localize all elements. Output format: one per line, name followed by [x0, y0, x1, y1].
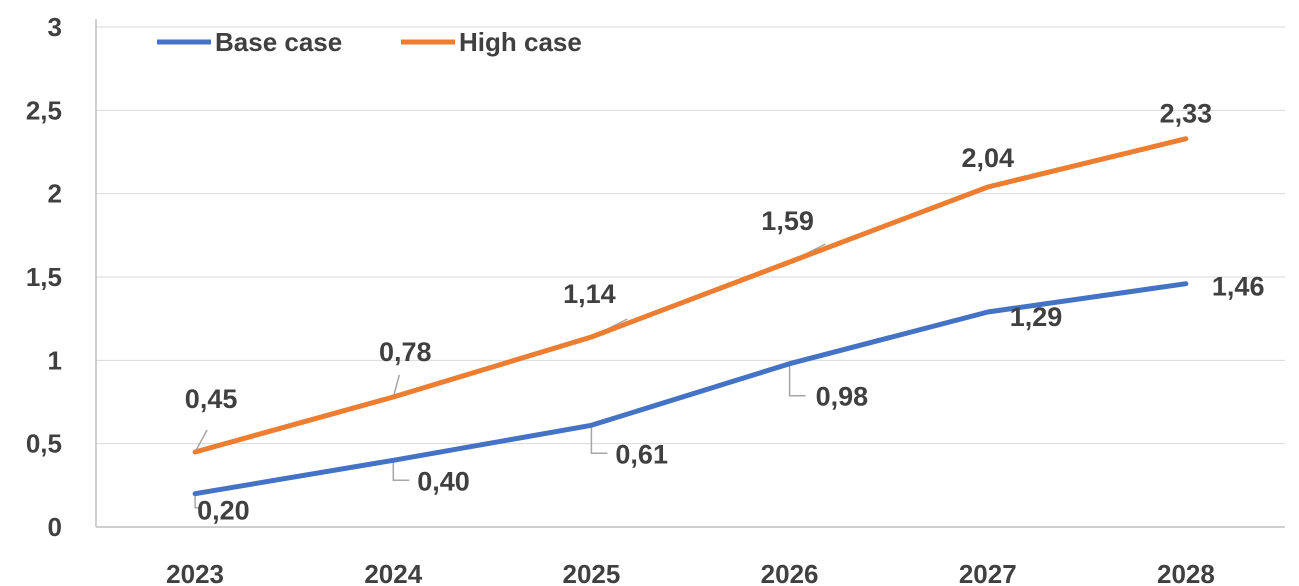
- data-label: 1,14: [563, 279, 616, 309]
- legend: Base case High case: [157, 27, 582, 57]
- data-label: 2,04: [961, 143, 1014, 173]
- legend-label: High case: [459, 27, 582, 57]
- series-line-high-case: [192, 136, 1189, 455]
- data-label: 2,33: [1160, 99, 1213, 129]
- label-leader: [590, 425, 608, 455]
- x-tick-label: 2028: [1157, 559, 1215, 586]
- x-tick-label: 2027: [959, 559, 1017, 586]
- data-labels: 0,20 0,40 0,61 0,98 1,29 1,46 0,45 0,78 1,14 1,59…: [185, 99, 1265, 526]
- data-label: 1,29: [1010, 302, 1063, 332]
- label-leader-lines: [194, 243, 826, 509]
- y-tick-label: 3: [48, 12, 62, 42]
- y-axis: 0 0,5 1 1,5 2 2,5 3: [26, 12, 97, 542]
- gridlines: [96, 26, 1285, 445]
- x-tick-label: 2026: [761, 559, 819, 586]
- x-tick-label: 2023: [166, 559, 224, 586]
- data-label: 1,46: [1212, 272, 1265, 302]
- y-tick-label: 0,5: [26, 429, 62, 459]
- series-line-base-case: [192, 281, 1189, 497]
- legend-label: Base case: [215, 27, 342, 57]
- y-tick-label: 2: [48, 179, 62, 209]
- data-label: 0,40: [417, 466, 470, 496]
- label-leader: [788, 363, 806, 397]
- y-tick-label: 1: [48, 345, 62, 375]
- label-leader: [392, 460, 410, 482]
- data-label: 0,61: [615, 439, 668, 469]
- y-tick-label: 2,5: [26, 95, 62, 125]
- data-label: 0,20: [197, 496, 250, 526]
- label-leader: [392, 374, 401, 398]
- label-leader: [194, 493, 202, 509]
- data-label: 0,45: [185, 384, 238, 414]
- x-tick-label: 2024: [364, 559, 422, 586]
- data-label: 0,78: [379, 337, 432, 367]
- label-leader: [194, 429, 208, 453]
- series-lines: [192, 136, 1189, 497]
- x-tick-label: 2025: [562, 559, 620, 586]
- data-label: 0,98: [816, 382, 869, 412]
- y-tick-label: 1,5: [26, 262, 62, 292]
- x-axis: 2023 2024 2025 2026 2027 2028: [96, 526, 1285, 586]
- data-label: 1,59: [761, 206, 814, 236]
- y-tick-label: 0: [48, 512, 62, 542]
